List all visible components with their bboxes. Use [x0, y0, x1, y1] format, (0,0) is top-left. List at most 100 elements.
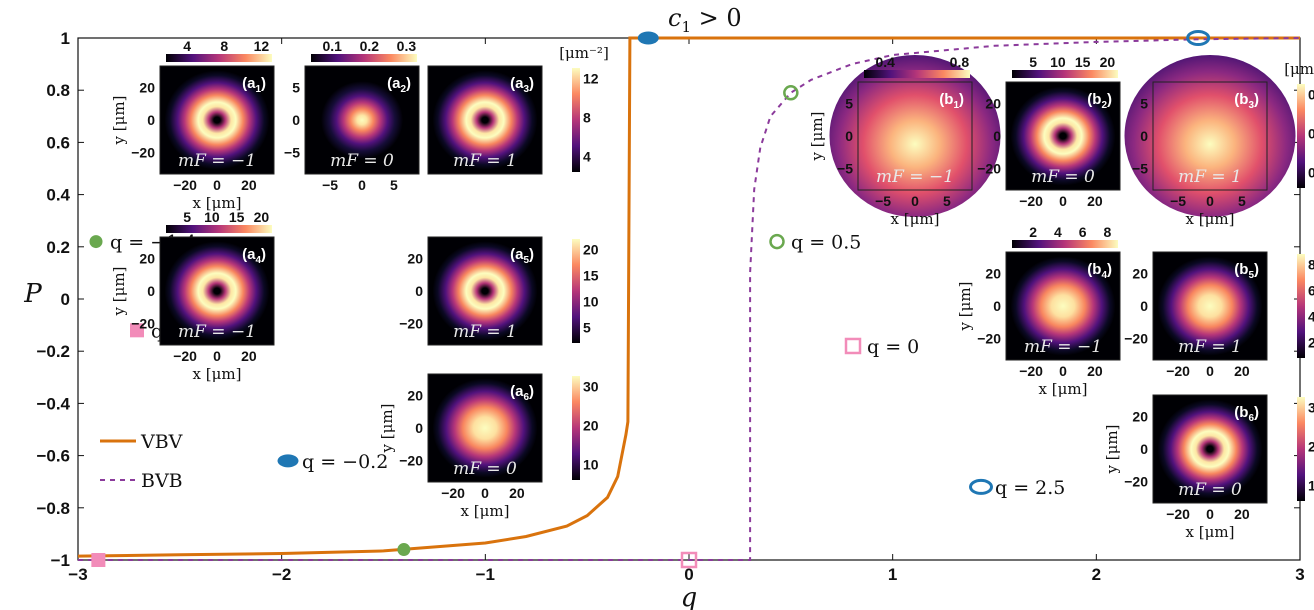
colorbar-tick: 0.3: [397, 38, 417, 54]
colorbar-tick: 0.2: [1308, 164, 1314, 180]
colorbar: [1012, 240, 1118, 248]
inset-y-tick: −20: [131, 144, 155, 160]
inset-x-tick: 0: [481, 485, 489, 501]
inset-y-tick: 5: [845, 96, 853, 112]
density-map: [432, 241, 538, 341]
inset-mf-label: mF = 1: [453, 151, 517, 171]
inset-a2: (a2) mF = 0 0.1 0.2 0.3 5 0 −5 −5 0 5: [284, 38, 420, 193]
colorbar: [1297, 84, 1305, 188]
inset-mf-label: mF = 1: [453, 322, 517, 342]
inset-y-tick: 5: [1140, 96, 1148, 112]
inset-x-label: x [μm]: [1186, 210, 1235, 228]
y-axis-ticks: 1 0.8 0.6 0.4 0.2 0 −0.2 −0.4 −0.6 −0.8 −1: [36, 29, 1300, 570]
inset-title: (a2): [387, 75, 411, 95]
x-tick-label: −3: [68, 565, 87, 584]
inset-x-tick: 20: [241, 177, 257, 193]
inset-y-tick: 0: [292, 112, 300, 128]
inset-mf-label: mF = 0: [453, 459, 517, 479]
inset-y-tick: −20: [399, 315, 423, 331]
inset-y-tick: 0: [147, 112, 155, 128]
inset-x-tick: 5: [1238, 193, 1246, 209]
x-tick-label: −1: [476, 565, 495, 584]
inset-y-tick: 20: [985, 266, 1001, 282]
inset-mf-label: mF = −1: [178, 322, 256, 342]
inset-mf-label: mF = 0: [1178, 480, 1242, 500]
marker-key-symbol: [130, 323, 144, 338]
inset-x-tick: 0: [1059, 363, 1067, 379]
inset-x-tick: 20: [1087, 193, 1103, 209]
inset-y-label: y [μm]: [378, 404, 396, 454]
y-axis-label: P: [23, 279, 42, 309]
inset-frame: [304, 65, 420, 175]
colorbar-tick: 15: [1075, 54, 1091, 70]
colorbar-tick: 2: [1029, 224, 1037, 240]
inset-frame: [1152, 394, 1268, 504]
inset-frame: [427, 65, 543, 175]
marker-key-symbol: [277, 454, 299, 468]
inset-x-tick: −5: [322, 177, 338, 193]
inset-x-tick: 0: [213, 177, 221, 193]
inset-x-tick: −20: [1019, 193, 1043, 209]
inset-y-tick: −20: [131, 315, 155, 331]
x-tick-label: 0: [684, 565, 693, 584]
legend-vbv-label: VBV: [140, 431, 183, 453]
inset-b5: (b5) mF = 1 8 6 4 2 20 0 −20 −20 0 20: [1124, 251, 1314, 379]
inset-x-tick: 0: [1206, 193, 1214, 209]
inset-y-tick: 20: [407, 251, 423, 267]
y-tick-label: 0: [61, 290, 70, 309]
inset-y-tick: −5: [284, 144, 300, 160]
inset-mf-label: mF = −1: [1024, 337, 1102, 357]
colorbar-tick: 10: [1308, 477, 1314, 493]
marker-key-symbol: [844, 337, 862, 355]
colorbar-tick: 10: [583, 293, 599, 309]
density-map: [164, 70, 270, 170]
density-map: [1010, 256, 1116, 356]
inset-frame: [427, 236, 543, 346]
colorbar-tick: 4: [583, 148, 591, 164]
inset-y-tick: 0: [1140, 128, 1148, 144]
inset-y-tick: −5: [1132, 160, 1148, 176]
colorbar-tick: 0.4: [875, 54, 895, 70]
colorbar-unit: [μm⁻²]: [1284, 60, 1314, 78]
density-map: [1010, 86, 1116, 186]
series-vbv-line: [77, 36, 1300, 558]
data-marker: [637, 31, 659, 45]
inset-y-tick: 0: [993, 298, 1001, 314]
inset-x-tick: 5: [943, 193, 951, 209]
y-tick-label: 0.8: [46, 81, 70, 100]
inset-x-tick: 5: [390, 177, 398, 193]
inset-x-tick: −20: [441, 485, 465, 501]
colorbar-tick: 0.1: [322, 38, 342, 54]
inset-x-label: x [μm]: [193, 365, 242, 383]
y-tick-label: −0.8: [36, 499, 70, 518]
colorbar-tick: 4: [1054, 224, 1062, 240]
colorbar-tick: 15: [583, 267, 599, 283]
inset-y-tick: 0: [1140, 298, 1148, 314]
colorbar-tick: 6: [1308, 282, 1314, 298]
inset-frame: [1152, 251, 1268, 361]
inset-title: (a1): [242, 75, 266, 95]
marker-key-symbol: [969, 478, 993, 495]
inset-x-tick: 0: [358, 177, 366, 193]
inset-x-label: x [μm]: [891, 210, 940, 228]
inset-x-tick: 0: [213, 348, 221, 364]
density-map: [1157, 256, 1263, 356]
inset-title: (a5): [510, 246, 534, 266]
colorbar: [864, 70, 970, 78]
colorbar: [311, 54, 417, 62]
inset-y-tick: −20: [977, 160, 1001, 176]
inset-b2: (b2) mF = 0 5 10 15 20 20 0 −20 −20 0 20: [977, 54, 1121, 209]
marker-key-label: q = 0.5: [791, 232, 861, 254]
inset-title: (b6): [1234, 404, 1259, 424]
colorbar-tick: 0.8: [950, 54, 970, 70]
inset-x-tick: 20: [1234, 363, 1250, 379]
inset-frame: [857, 81, 973, 191]
inset-x-tick: −20: [1019, 363, 1043, 379]
inset-y-tick: 20: [1132, 409, 1148, 425]
inset-y-tick: 20: [985, 96, 1001, 112]
legend-bvb-label: BVB: [141, 470, 183, 492]
colorbar: [572, 239, 580, 343]
